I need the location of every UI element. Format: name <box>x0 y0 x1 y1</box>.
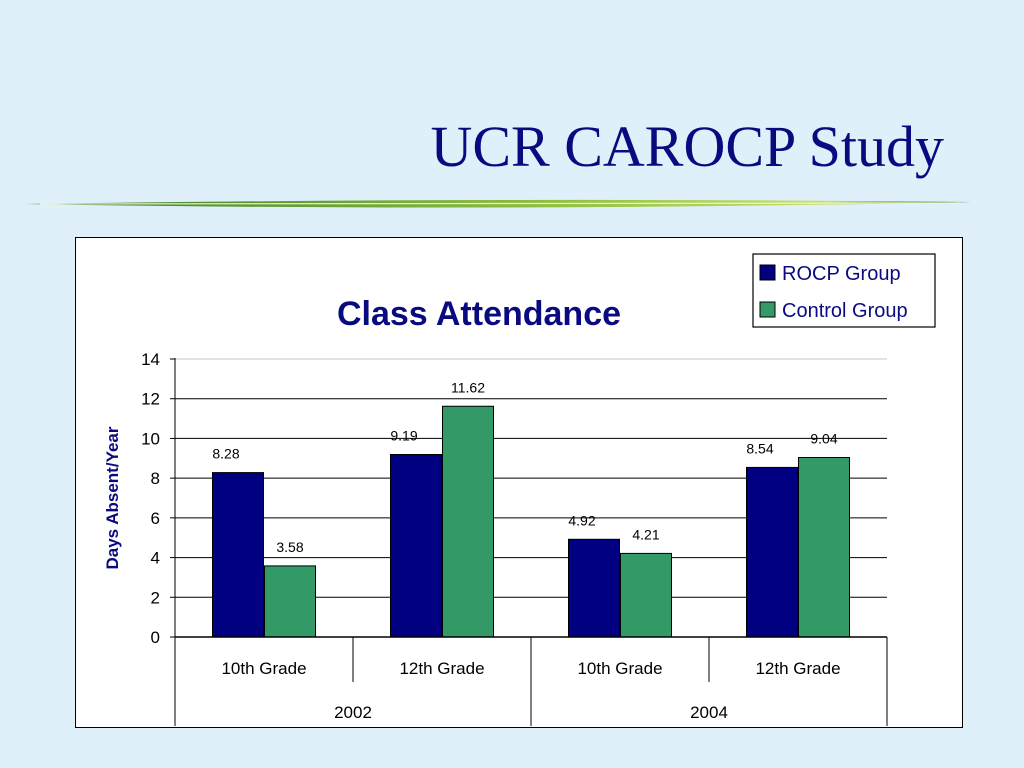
bar-rocp-3 <box>568 538 620 638</box>
data-label: 11.62 <box>451 379 485 395</box>
legend-label: Control Group <box>782 300 908 322</box>
legend-swatch-rocp <box>759 264 776 281</box>
y-tick-label: 2 <box>151 588 160 607</box>
bar-rocp-4 <box>746 466 798 638</box>
bar-chart: Class Attendance Days Absent/Year 0 2 4 6 8 10 1… <box>103 253 936 726</box>
legend-swatch-control <box>759 301 776 318</box>
bar-control-1 <box>264 565 316 638</box>
y-tick-label: 12 <box>141 390 160 409</box>
bar-control-4 <box>798 456 850 638</box>
x-tick-label: 10th Grade <box>577 659 662 678</box>
y-tick-label: 8 <box>151 469 160 488</box>
bar-control-2 <box>442 405 494 638</box>
data-label: 9.04 <box>810 430 837 446</box>
y-tick-label: 6 <box>151 509 160 528</box>
y-tick-label: 10 <box>141 429 160 448</box>
x-tick-label: 12th Grade <box>755 659 840 678</box>
data-label: 9.19 <box>390 428 417 444</box>
data-label: 4.21 <box>632 526 659 542</box>
data-label: 3.58 <box>276 539 303 555</box>
y-tick-label: 4 <box>151 549 160 568</box>
y-tick-label: 0 <box>151 628 160 647</box>
y-axis-label: Days Absent/Year <box>103 426 122 569</box>
group-label: 2002 <box>334 703 372 722</box>
slide-title: UCR CAROCP Study <box>430 114 944 179</box>
data-label: 8.54 <box>746 440 773 456</box>
title-divider <box>25 199 972 208</box>
legend: ROCP Group Control Group <box>752 253 936 328</box>
bar-control-3 <box>620 552 672 638</box>
x-tick-label: 10th Grade <box>221 659 306 678</box>
data-label: 8.28 <box>212 446 239 462</box>
legend-box <box>752 253 936 328</box>
bar-rocp-2 <box>390 454 442 638</box>
y-tick-label: 14 <box>141 350 160 369</box>
legend-label: ROCP Group <box>782 263 901 285</box>
chart-title: Class Attendance <box>337 295 621 333</box>
chart-container: Class Attendance Days Absent/Year 0 2 4 6 8 10 1… <box>75 237 963 728</box>
group-label: 2004 <box>690 703 728 722</box>
x-tick-label: 12th Grade <box>399 659 484 678</box>
data-label: 4.92 <box>568 512 595 528</box>
bar-rocp-1 <box>212 472 264 638</box>
